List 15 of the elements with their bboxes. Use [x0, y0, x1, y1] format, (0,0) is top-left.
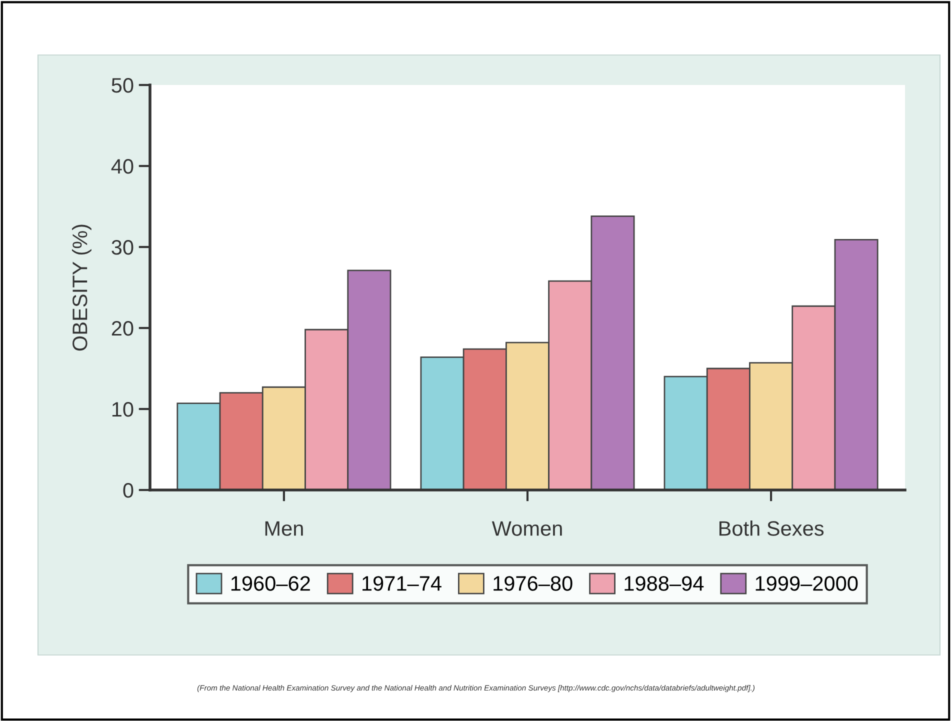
y-tick-label: 10	[112, 402, 134, 417]
y-tick-label: 30	[112, 240, 134, 255]
y-tick-label: 50	[112, 78, 134, 93]
legend-label: 1971–74	[362, 576, 442, 591]
x-tick-label: Men	[265, 521, 303, 536]
legend-label: 1999–2000	[756, 576, 858, 591]
y-axis-title: OBESITY (%)	[72, 224, 92, 351]
legend-label: 1976–80	[494, 576, 572, 591]
legend-label: 1988–94	[624, 576, 704, 591]
y-tick-label: 20	[112, 321, 134, 336]
x-tick-label: Women	[492, 521, 562, 536]
x-tick-label: Both Sexes	[719, 520, 824, 536]
y-tick-label: 0	[123, 483, 134, 498]
legend-label: 1960–62	[231, 576, 310, 591]
y-tick-label: 40	[111, 159, 134, 174]
